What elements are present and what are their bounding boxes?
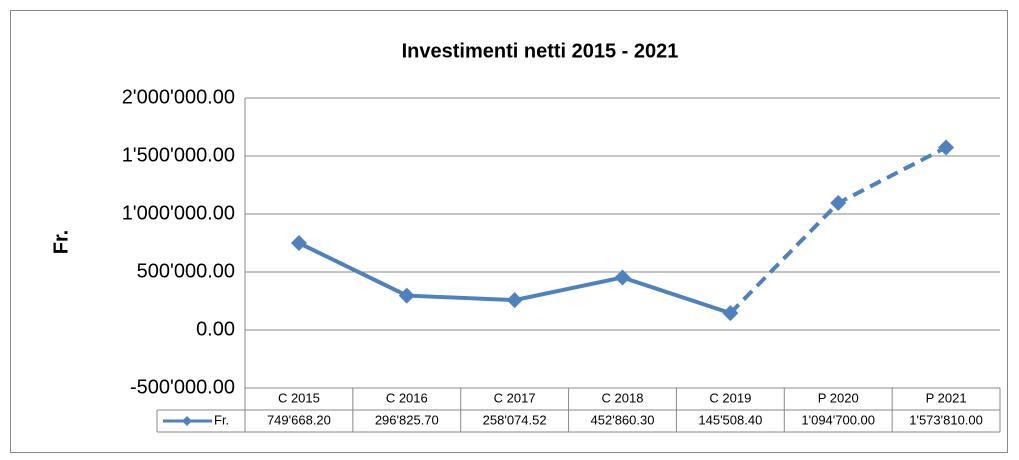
y-tick-label: 500'000.00 <box>137 260 235 282</box>
data-label: 1'573'810.00 <box>909 412 983 427</box>
point <box>290 235 307 252</box>
y-tick-label: 2'000'000.00 <box>122 86 235 108</box>
point <box>722 305 739 322</box>
x-tick-label: C 2017 <box>494 390 536 405</box>
x-tick-label: C 2019 <box>709 390 751 405</box>
x-tick-label: C 2016 <box>386 390 428 405</box>
data-label: 145'508.40 <box>698 412 762 427</box>
chart-title: Investimenti netti 2015 - 2021 <box>402 40 679 62</box>
y-tick-label: 0.00 <box>196 318 235 340</box>
chart-border <box>10 10 1008 453</box>
data-label: 258'074.52 <box>483 412 547 427</box>
x-tick-label: P 2020 <box>818 390 859 405</box>
legend-marker <box>182 416 192 426</box>
point <box>938 139 955 156</box>
x-tick-label: C 2015 <box>278 390 320 405</box>
point <box>506 292 523 309</box>
data-label: 452'860.30 <box>591 412 655 427</box>
y-axis-label: Fr. <box>50 230 72 254</box>
data-label: 1'094'700.00 <box>801 412 875 427</box>
x-tick-label: C 2018 <box>602 390 644 405</box>
data-label: 749'668.20 <box>267 412 331 427</box>
data-label: 296'825.70 <box>375 412 439 427</box>
point <box>614 269 631 286</box>
y-tick-label: 1'000'000.00 <box>122 202 235 224</box>
x-tick-label: P 2021 <box>926 390 967 405</box>
legend-label: Fr. <box>214 412 229 427</box>
y-tick-label: -500'000.00 <box>130 376 235 398</box>
y-tick-label: 1'500'000.00 <box>122 144 235 166</box>
point <box>398 287 415 304</box>
point <box>830 195 847 212</box>
